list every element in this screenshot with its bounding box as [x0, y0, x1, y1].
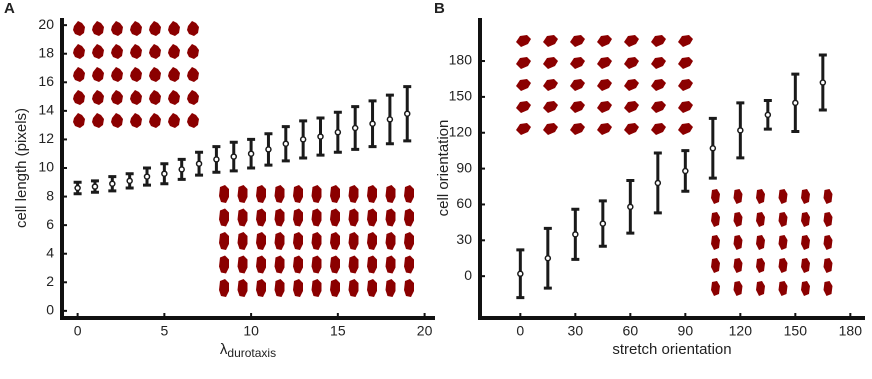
x-tick-label: 120	[729, 323, 753, 339]
y-tick-label: 30	[456, 231, 472, 247]
panel-label: A	[4, 0, 15, 17]
y-axis-label: cell length (pixels)	[13, 108, 30, 228]
y-tick-label: 120	[449, 123, 473, 139]
mean-marker	[230, 153, 238, 160]
mean-marker	[764, 111, 772, 119]
y-tick-label: 10	[38, 159, 54, 175]
mean-marker	[682, 167, 689, 175]
mean-marker	[126, 177, 133, 185]
cell-inset	[215, 183, 418, 301]
mean-marker	[627, 203, 634, 211]
mean-marker	[178, 166, 185, 173]
mean-marker	[282, 140, 290, 147]
y-tick-label: 150	[449, 88, 473, 104]
x-axis-label: λdurotaxis	[220, 341, 276, 360]
mean-marker	[265, 146, 272, 153]
x-tick-label: 0	[74, 323, 82, 339]
y-tick-label: 6	[46, 216, 54, 232]
y-tick-label: 16	[38, 73, 54, 89]
x-tick-label: 180	[839, 323, 863, 339]
y-tick-label: 0	[46, 302, 54, 318]
x-tick-label: 10	[243, 323, 259, 339]
x-axis-label: stretch orientation	[612, 341, 731, 358]
mean-marker	[317, 133, 324, 140]
x-label-subscript: durotaxis	[227, 346, 276, 360]
mean-marker	[109, 180, 116, 187]
x-tick-label: 30	[568, 323, 584, 339]
x-tick-label: 20	[417, 323, 433, 339]
x-tick-label: 90	[678, 323, 694, 339]
mean-marker	[654, 179, 662, 187]
mean-marker	[213, 156, 220, 163]
mean-marker	[195, 160, 203, 167]
mean-marker	[161, 170, 168, 177]
mean-marker	[91, 183, 99, 190]
mean-marker	[792, 99, 799, 107]
x-tick-label: 15	[330, 323, 346, 339]
y-tick-label: 180	[449, 52, 473, 68]
mean-marker	[737, 127, 744, 134]
x-tick-label: 0	[516, 323, 524, 339]
x-tick-label: 60	[623, 323, 639, 339]
x-label-symbol: λ	[220, 341, 228, 358]
cell-inset	[510, 30, 699, 140]
mean-marker	[334, 129, 342, 136]
y-tick-label: 14	[38, 102, 54, 118]
y-tick-label: 0	[464, 267, 472, 283]
mean-marker	[299, 136, 307, 143]
mean-marker	[517, 270, 524, 278]
cell-inset	[70, 18, 203, 133]
panel-label: B	[434, 0, 445, 17]
mean-marker	[143, 173, 151, 180]
x-tick-label: 5	[160, 323, 168, 339]
mean-marker	[351, 124, 359, 132]
mean-marker	[572, 231, 579, 238]
mean-marker	[599, 220, 607, 227]
x-tick-label: 150	[784, 323, 808, 339]
y-tick-label: 8	[46, 187, 54, 203]
y-tick-label: 12	[38, 130, 54, 146]
y-tick-label: 18	[38, 44, 54, 60]
mean-marker	[247, 150, 255, 157]
cell-inset	[705, 185, 840, 300]
y-tick-label: 90	[456, 159, 472, 175]
y-tick-label: 2	[46, 273, 54, 289]
mean-marker	[369, 120, 376, 127]
mean-marker	[74, 184, 81, 192]
mean-marker	[386, 116, 394, 123]
y-tick-label: 20	[38, 16, 54, 32]
mean-marker	[544, 254, 552, 262]
mean-marker	[819, 79, 827, 86]
mean-marker	[403, 110, 411, 117]
y-axis-label: cell orientation	[435, 120, 452, 217]
y-tick-label: 4	[46, 244, 54, 260]
mean-marker	[709, 145, 717, 152]
y-tick-label: 60	[456, 195, 472, 211]
